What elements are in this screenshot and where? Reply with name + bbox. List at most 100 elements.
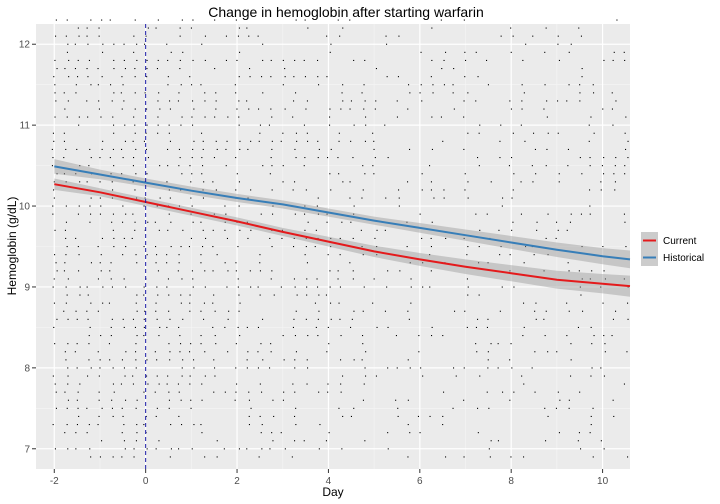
data-point xyxy=(521,84,523,86)
data-point xyxy=(121,456,123,458)
data-point xyxy=(182,318,184,320)
data-point xyxy=(353,59,355,61)
data-point xyxy=(590,326,592,328)
data-point xyxy=(113,132,115,134)
data-point xyxy=(88,343,90,345)
data-point xyxy=(55,35,57,37)
data-point xyxy=(113,92,115,94)
data-point xyxy=(202,246,204,248)
data-point xyxy=(65,254,67,256)
data-point xyxy=(112,148,114,150)
data-point xyxy=(602,246,604,248)
data-point xyxy=(204,92,206,94)
data-point xyxy=(235,92,237,94)
data-point xyxy=(453,367,455,369)
data-point xyxy=(134,132,136,134)
data-point xyxy=(513,391,515,393)
data-point xyxy=(373,278,375,280)
data-point xyxy=(624,132,626,134)
data-point xyxy=(136,310,138,312)
data-point xyxy=(486,391,488,393)
data-point xyxy=(364,59,366,61)
data-point xyxy=(169,318,171,320)
data-point xyxy=(248,108,250,110)
data-point xyxy=(90,213,92,215)
data-point xyxy=(307,140,309,142)
data-point xyxy=(216,254,218,256)
data-point xyxy=(475,213,477,215)
data-point xyxy=(614,165,616,167)
data-point xyxy=(249,76,251,78)
data-point xyxy=(387,448,389,450)
data-point xyxy=(168,294,170,296)
data-point xyxy=(181,173,183,175)
data-point xyxy=(202,148,204,150)
data-point xyxy=(178,415,180,417)
data-point xyxy=(89,326,91,328)
data-point xyxy=(109,19,111,21)
data-point xyxy=(292,189,294,191)
data-point xyxy=(65,237,67,239)
data-point xyxy=(317,335,319,337)
data-point xyxy=(125,399,127,401)
data-point xyxy=(330,246,332,248)
data-point xyxy=(398,205,400,207)
data-point xyxy=(214,116,216,118)
data-point xyxy=(337,270,339,272)
data-point xyxy=(67,383,69,385)
data-point xyxy=(237,286,239,288)
data-point xyxy=(54,383,56,385)
data-point xyxy=(249,68,251,70)
data-point xyxy=(534,351,536,353)
data-point xyxy=(224,229,226,231)
data-point xyxy=(544,335,546,337)
data-point xyxy=(337,19,339,21)
data-point xyxy=(623,278,625,280)
data-point xyxy=(443,189,445,191)
data-point xyxy=(317,197,319,199)
series-line-current xyxy=(54,183,631,288)
data-point xyxy=(200,221,202,223)
data-point xyxy=(180,343,182,345)
data-point xyxy=(63,310,65,312)
data-point xyxy=(338,407,340,409)
data-point xyxy=(75,432,77,434)
data-point xyxy=(178,92,180,94)
data-point xyxy=(273,415,275,417)
data-point xyxy=(384,310,386,312)
data-point xyxy=(374,108,376,110)
data-point xyxy=(158,335,160,337)
data-point xyxy=(387,326,389,328)
data-point xyxy=(511,197,513,199)
data-point xyxy=(66,407,68,409)
data-point xyxy=(180,84,182,86)
data-point xyxy=(294,415,296,417)
data-point xyxy=(99,367,101,369)
data-point xyxy=(156,375,158,377)
data-point xyxy=(589,157,591,159)
data-point xyxy=(421,100,423,102)
data-point xyxy=(268,124,270,126)
data-point xyxy=(509,254,511,256)
data-point xyxy=(143,140,145,142)
data-point xyxy=(121,359,123,361)
data-point xyxy=(602,302,604,304)
data-point xyxy=(67,318,69,320)
data-point xyxy=(79,286,81,288)
data-point xyxy=(342,375,344,377)
data-point xyxy=(373,140,375,142)
data-point xyxy=(624,59,626,61)
data-point xyxy=(258,108,260,110)
data-point xyxy=(75,237,77,239)
data-point xyxy=(67,399,69,401)
data-point xyxy=(567,262,569,264)
data-point xyxy=(259,415,261,417)
data-point xyxy=(558,432,560,434)
data-point xyxy=(86,310,88,312)
data-point xyxy=(490,181,492,183)
data-point xyxy=(134,189,136,191)
data-point xyxy=(487,359,489,361)
data-point xyxy=(342,100,344,102)
data-point xyxy=(90,84,92,86)
data-point xyxy=(143,335,145,337)
